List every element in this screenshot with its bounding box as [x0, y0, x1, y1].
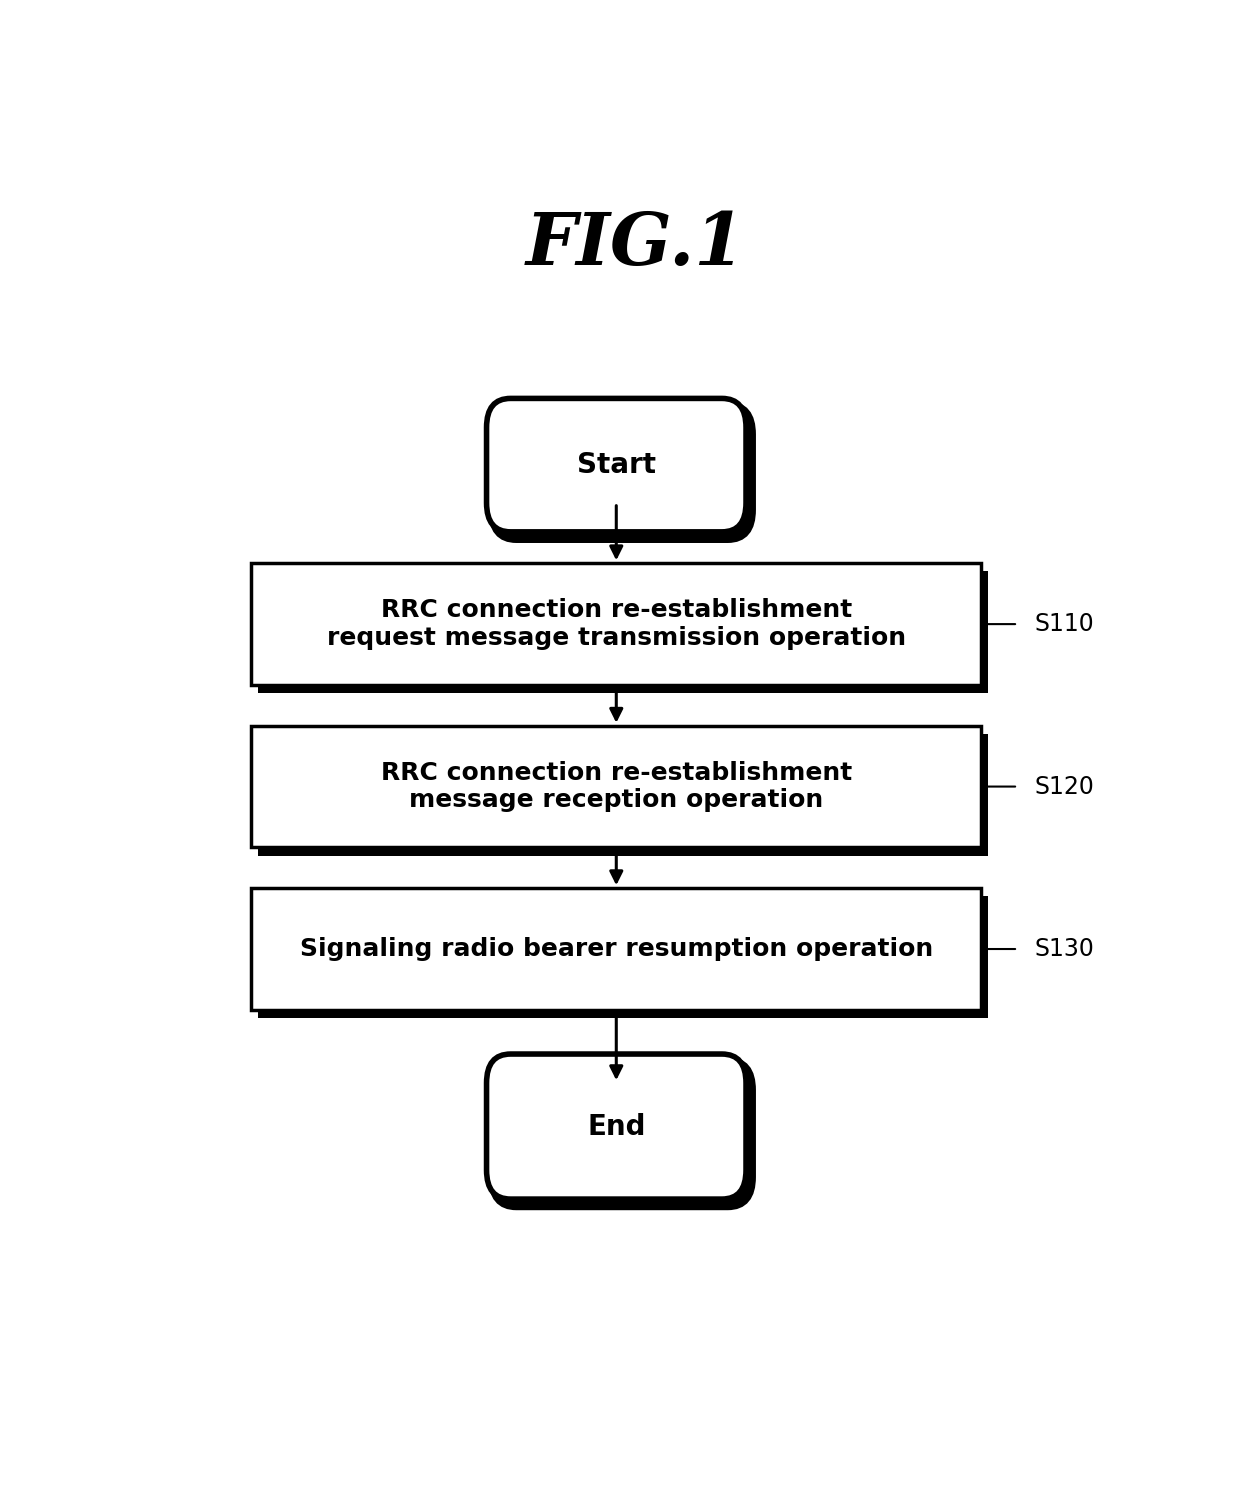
Bar	[258, 897, 988, 1019]
Text: S120: S120	[1034, 775, 1094, 799]
Bar	[258, 734, 988, 856]
Text: S130: S130	[1034, 937, 1094, 961]
FancyBboxPatch shape	[492, 1061, 751, 1206]
Text: RRC connection re-establishment
message reception operation: RRC connection re-establishment message …	[381, 761, 852, 812]
Text: Signaling radio bearer resumption operation: Signaling radio bearer resumption operat…	[300, 937, 932, 961]
Bar	[258, 571, 988, 693]
Text: S110: S110	[1034, 612, 1094, 636]
FancyBboxPatch shape	[486, 398, 746, 532]
Text: End: End	[587, 1112, 646, 1141]
Bar	[250, 726, 982, 847]
Text: FIG.1: FIG.1	[526, 209, 745, 280]
Bar	[250, 888, 982, 1010]
Text: Start: Start	[577, 451, 656, 479]
Bar	[250, 564, 982, 686]
FancyBboxPatch shape	[486, 1053, 746, 1200]
FancyBboxPatch shape	[492, 405, 751, 540]
Text: RRC connection re-establishment
request message transmission operation: RRC connection re-establishment request …	[326, 598, 906, 650]
